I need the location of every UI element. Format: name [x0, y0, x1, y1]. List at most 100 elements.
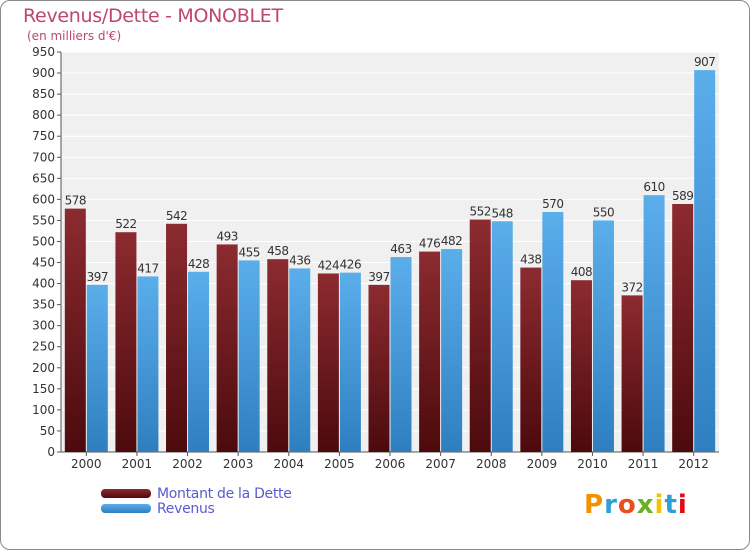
bar-revenus — [188, 271, 210, 452]
logo-letter: P — [584, 490, 605, 520]
value-label-revenus: 463 — [390, 242, 411, 256]
value-label-revenus: 455 — [238, 245, 259, 259]
logo-letter: i — [654, 490, 665, 520]
y-tick-label: 900 — [32, 66, 55, 80]
value-label-dette: 578 — [65, 194, 86, 208]
y-tick-label: 450 — [32, 256, 55, 270]
x-tick-label: 2006 — [375, 457, 406, 471]
bar-dette — [621, 295, 643, 452]
bar-dette — [64, 208, 86, 452]
bar-dette — [672, 204, 694, 452]
legend-label-dette: Montant de la Dette — [157, 485, 292, 502]
y-tick-label: 500 — [32, 234, 55, 248]
legend-swatch-dette — [101, 489, 151, 498]
value-label-revenus: 397 — [87, 270, 108, 284]
bar-revenus — [643, 195, 665, 452]
bar-dette — [570, 280, 592, 452]
value-label-revenus: 436 — [289, 253, 310, 267]
value-label-revenus: 482 — [441, 234, 462, 248]
value-label-dette: 552 — [470, 205, 491, 219]
y-tick-label: 850 — [32, 87, 55, 101]
bar-dette — [267, 259, 289, 452]
value-label-dette: 493 — [216, 229, 237, 243]
x-tick-label: 2011 — [628, 457, 659, 471]
value-label-dette: 476 — [419, 237, 440, 251]
value-label-revenus: 610 — [643, 180, 664, 194]
value-label-revenus: 570 — [542, 197, 563, 211]
bar-dette — [216, 244, 238, 452]
y-tick-label: 100 — [32, 403, 55, 417]
x-tick-label: 2010 — [577, 457, 608, 471]
y-tick-label: 700 — [32, 150, 55, 164]
bar-dette — [115, 232, 137, 452]
y-tick-label: 50 — [40, 424, 55, 438]
value-label-revenus: 548 — [492, 206, 513, 220]
x-tick-label: 2000 — [71, 457, 102, 471]
x-tick-label: 2008 — [476, 457, 507, 471]
bar-revenus — [390, 257, 412, 452]
bar-revenus — [238, 260, 260, 452]
x-tick-label: 2009 — [527, 457, 558, 471]
bar-dette — [368, 284, 390, 452]
x-tick-label: 2001 — [122, 457, 153, 471]
x-tick-label: 2012 — [678, 457, 709, 471]
bar-dette — [520, 267, 542, 452]
y-tick-label: 300 — [32, 319, 55, 333]
y-tick-label: 150 — [32, 382, 55, 396]
x-tick-label: 2002 — [172, 457, 203, 471]
y-tick-label: 400 — [32, 277, 55, 291]
chart-subtitle: (en milliers d'€) — [27, 29, 122, 43]
x-tick-label: 2007 — [425, 457, 456, 471]
legend: Montant de la Dette Revenus — [101, 485, 292, 517]
bar-revenus — [137, 276, 159, 452]
value-label-revenus: 550 — [593, 205, 614, 219]
y-tick-label: 200 — [32, 361, 55, 375]
value-label-dette: 589 — [672, 189, 693, 203]
value-label-dette: 408 — [571, 265, 592, 279]
y-tick-label: 750 — [32, 129, 55, 143]
value-label-dette: 438 — [520, 253, 541, 267]
proxiti-logo: Proxiti — [584, 490, 688, 520]
logo-letter: r — [604, 490, 618, 520]
y-tick-label: 350 — [32, 298, 55, 312]
chart-title: Revenus/Dette - MONOBLET — [23, 5, 283, 27]
bar-dette — [317, 273, 339, 452]
bar-dette — [166, 223, 188, 452]
value-label-dette: 397 — [368, 270, 389, 284]
bar-revenus — [289, 268, 311, 452]
value-label-dette: 522 — [115, 217, 136, 231]
y-tick-label: 600 — [32, 192, 55, 206]
value-label-dette: 458 — [267, 244, 288, 258]
logo-letter: i — [677, 490, 688, 520]
bar-revenus — [441, 249, 463, 452]
bar-revenus — [542, 212, 564, 452]
logo-letter: t — [664, 490, 678, 520]
legend-item-dette: Montant de la Dette — [101, 485, 292, 502]
value-label-dette: 542 — [166, 209, 187, 223]
legend-swatch-revenus — [101, 504, 151, 513]
y-tick-label: 250 — [32, 340, 55, 354]
bar-revenus — [86, 284, 108, 452]
y-tick-label: 650 — [32, 171, 55, 185]
value-label-revenus: 426 — [340, 258, 361, 272]
bar-revenus — [339, 272, 361, 452]
x-tick-label: 2003 — [223, 457, 254, 471]
x-tick-label: 2005 — [324, 457, 355, 471]
bar-dette — [469, 219, 491, 452]
legend-item-revenus: Revenus — [101, 501, 292, 517]
y-tick-label: 0 — [47, 445, 55, 459]
logo-letter: o — [617, 490, 637, 520]
bar-revenus — [592, 220, 614, 452]
x-tick-label: 2004 — [273, 457, 304, 471]
value-label-revenus: 428 — [188, 257, 209, 271]
logo-letter: x — [636, 490, 655, 520]
value-label-revenus: 907 — [694, 55, 715, 69]
value-label-dette: 372 — [621, 280, 642, 294]
bar-revenus — [491, 221, 513, 452]
y-tick-label: 950 — [32, 45, 55, 59]
bar-dette — [419, 251, 441, 452]
value-label-dette: 424 — [318, 258, 339, 272]
bar-revenus — [694, 70, 716, 453]
